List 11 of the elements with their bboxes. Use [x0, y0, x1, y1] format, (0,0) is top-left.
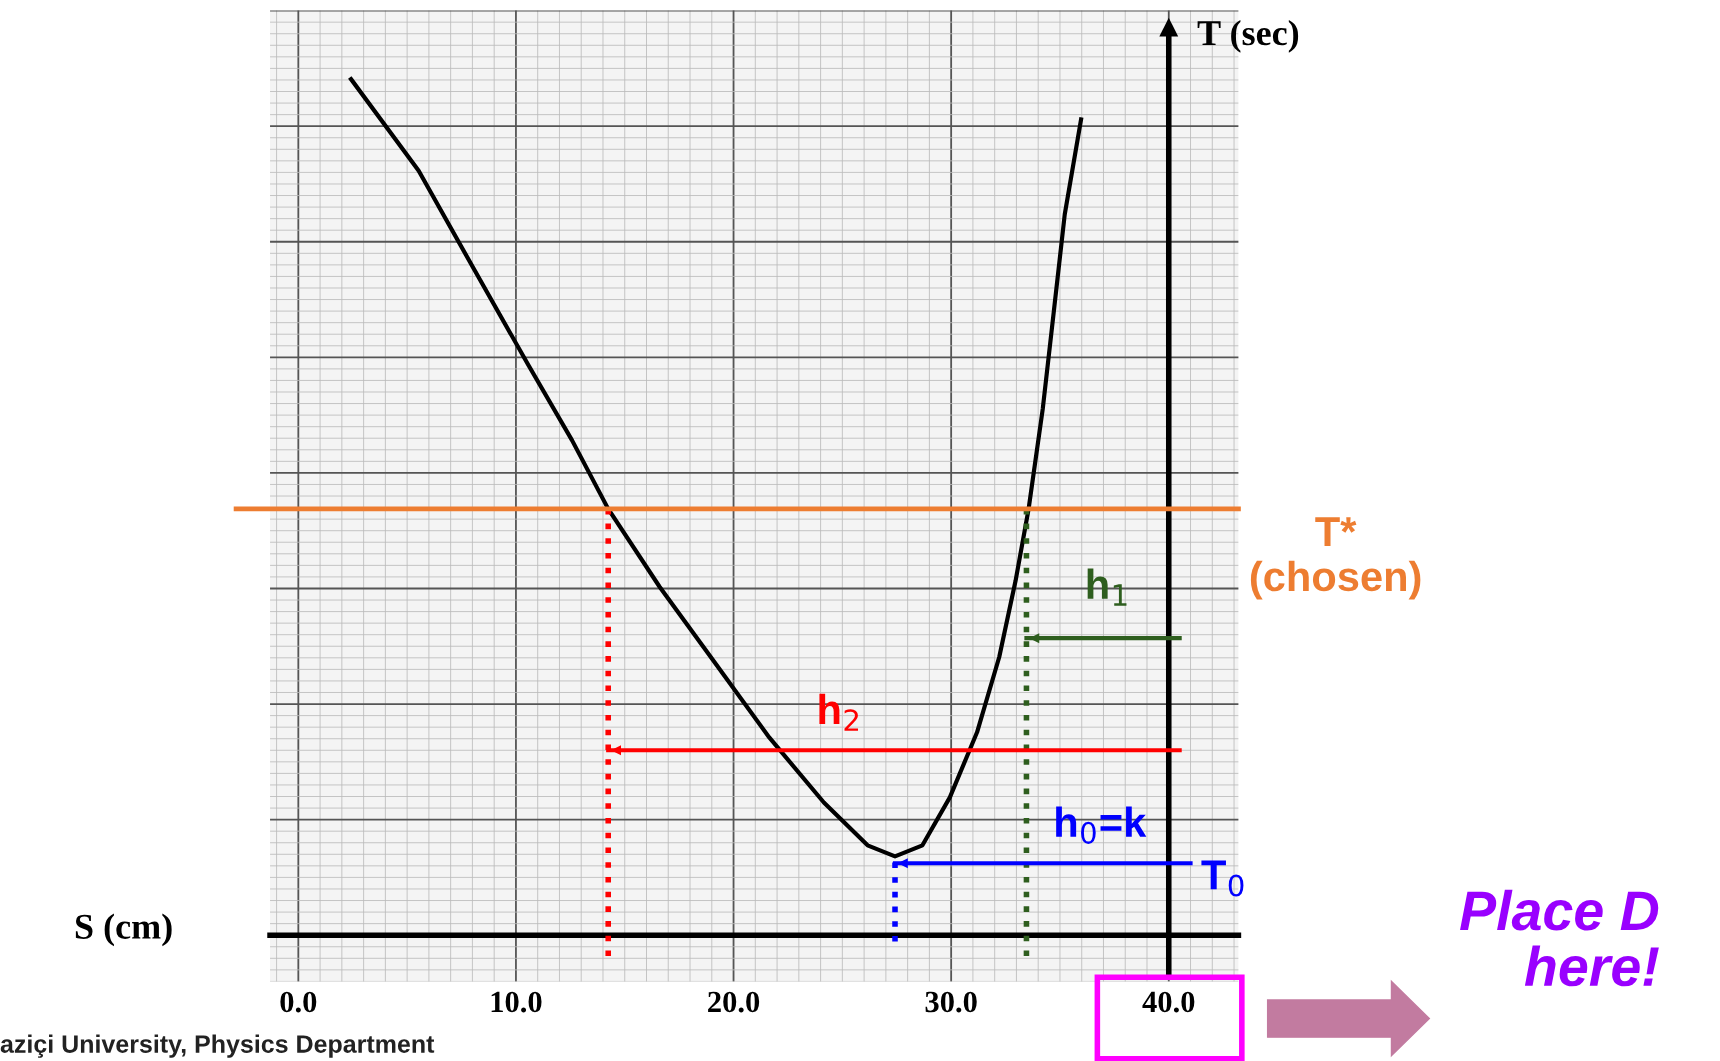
- x-axis-title: S (cm): [75, 913, 172, 947]
- x-tick-label: 20.0: [708, 991, 760, 1013]
- ref-line-label: T* (chosen): [1250, 517, 1421, 600]
- text: Place D here!: [1460, 889, 1659, 987]
- y-axis-title: T (sec): [1197, 19, 1299, 53]
- text: aziçi University, Physics Department: [0, 1034, 435, 1058]
- x-tick-label: 0.0: [280, 991, 317, 1013]
- annotation: T$_{0}$: [1201, 860, 1244, 897]
- x-tick-label: 30.0: [925, 991, 977, 1013]
- x-tick-label: 40.0: [1142, 991, 1195, 1013]
- x-tick-label: 10.0: [491, 991, 542, 1013]
